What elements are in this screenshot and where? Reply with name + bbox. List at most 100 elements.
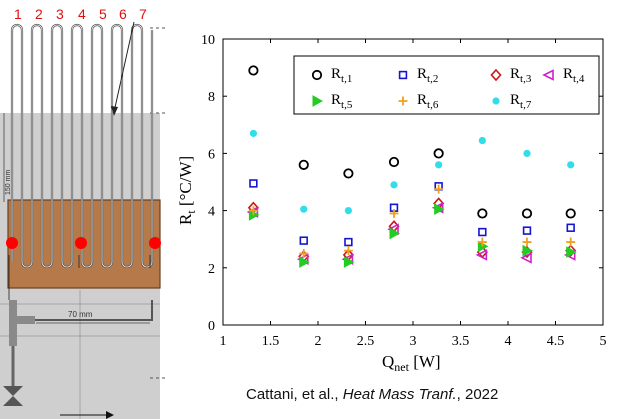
tube-number-labels: 1 2 3 4 5 6 7 (14, 6, 147, 22)
data-point-t-7 (390, 181, 398, 189)
x-tick-label: 3 (410, 334, 417, 349)
valve-icon-lower (3, 396, 23, 406)
tee-connector-branch (17, 316, 35, 324)
data-point-t-5 (522, 244, 534, 257)
data-point-t-6 (299, 249, 309, 258)
y-tick-label: 4 (208, 205, 215, 220)
legend-entries: Rt,1 Rt,2 Rt,3 Rt,4 Rt,5 Rt,6 Rt,7 (311, 66, 585, 111)
x-tick-label: 1.5 (262, 334, 280, 349)
heat-pipe-schematic: 150 mm 1 2 3 4 5 6 7 70 mm (0, 6, 165, 419)
legend-marker-t-2 (398, 70, 408, 80)
y-tick-label: 0 (208, 319, 215, 334)
x-tick-label: 5 (600, 334, 607, 349)
x-tick-label: 1 (220, 334, 227, 349)
figure-caption: Cattani, et al., Heat Mass Tranf., 2022 (246, 386, 498, 403)
data-point-t-7 (249, 129, 257, 137)
legend-marker-t-1 (311, 69, 323, 81)
y-axis-label-sub: t (184, 210, 198, 214)
data-point-t-5 (299, 256, 310, 268)
valve-icon (3, 386, 23, 396)
data-point-t-6 (389, 208, 399, 218)
data-points (246, 65, 577, 268)
tube-number-4: 4 (78, 6, 86, 22)
fill-tube (14, 300, 153, 321)
caption-authors: Cattani, et al., (246, 386, 339, 403)
data-point-t-6 (248, 206, 258, 216)
legend-label-t-7: Rt,7 (510, 92, 532, 111)
data-point-t-1 (477, 208, 488, 219)
legend-marker-t-5 (312, 95, 324, 107)
y-tick-label: 8 (208, 90, 215, 105)
x-axis-label-sub: net (394, 360, 409, 374)
data-point-t-5 (434, 203, 445, 216)
tube-number-3: 3 (56, 6, 64, 22)
legend-label-t-6: Rt,6 (417, 92, 439, 111)
x-tick-label: 3.5 (452, 334, 470, 349)
x-axis-ticks: 1 1.5 2 2.5 3 3.5 4 4.5 5 (220, 39, 607, 349)
data-point-t-7 (300, 205, 308, 213)
legend-marker-t-6 (398, 96, 408, 106)
pointer-arrow (113, 21, 135, 113)
legend-marker-t-4 (542, 69, 554, 81)
legend-marker-t-3 (490, 68, 502, 82)
data-point-t-6 (566, 237, 576, 247)
y-axis-label: Rt [°C/W] (176, 156, 198, 225)
data-point-t-6 (522, 237, 532, 247)
data-point-t-7 (523, 149, 531, 157)
serpentine-tube-inner (11, 24, 153, 268)
legend-label-t-1: Rt,1 (331, 66, 352, 85)
data-point-t-1 (521, 208, 533, 219)
data-point-t-5 (343, 256, 355, 268)
dimension-vertical-label: 150 mm (5, 170, 12, 195)
data-point-t-1 (343, 168, 354, 179)
tube-number-1: 1 (14, 6, 22, 22)
x-tick-label: 2.5 (357, 334, 375, 349)
pointer-arrowhead (111, 106, 118, 116)
y-axis-label-main: R (176, 213, 195, 225)
x-axis-label-unit: [W] (409, 352, 441, 371)
legend-label-t-4: Rt,4 (563, 66, 585, 85)
tube-number-5: 5 (99, 6, 107, 22)
caption-journal: Heat Mass Tranf. (342, 386, 457, 403)
data-point-t-5 (389, 227, 401, 240)
legend-label-t-3: Rt,3 (510, 66, 532, 85)
dimension-horizontal-label: 70 mm (68, 310, 93, 319)
data-point-t-6 (477, 237, 487, 247)
y-axis-label-unit: [°C/W] (176, 156, 195, 210)
legend-box (293, 55, 600, 115)
legend-label-t-5: Rt,5 (331, 92, 353, 111)
scatter-chart: 1 1.5 2 2.5 3 3.5 4 4.5 5 0 2 4 6 8 10 Qnet [W] Rt [°… (176, 33, 607, 374)
y-tick-label: 2 (208, 262, 215, 277)
x-axis-label-main: Q (382, 352, 394, 371)
tube-number-6: 6 (119, 6, 127, 22)
x-tick-label: 4 (505, 334, 512, 349)
data-point-t-5 (566, 246, 577, 258)
tube-number-2: 2 (35, 6, 43, 22)
data-point-t-2 (478, 227, 487, 237)
data-point-t-6 (343, 246, 353, 256)
y-tick-label: 10 (201, 33, 215, 48)
data-point-t-2 (299, 236, 308, 245)
legend-marker-t-7 (492, 97, 500, 105)
thermocouple-marker-right (149, 237, 161, 249)
data-point-t-1 (388, 156, 400, 168)
tee-connector (9, 300, 17, 346)
data-point-t-1 (433, 148, 444, 159)
thermocouple-marker-left (6, 237, 18, 249)
thermocouple-marker-center (75, 237, 87, 249)
data-point-t-7 (478, 136, 486, 145)
legend: Rt,1 Rt,2 Rt,3 Rt,4 Rt,5 Rt,6 Rt,7 (293, 55, 600, 115)
data-point-t-1 (248, 65, 259, 76)
outflow-arrowhead (106, 411, 114, 419)
x-tick-label: 4.5 (547, 334, 565, 349)
data-point-t-4 (520, 251, 532, 264)
data-point-t-7 (435, 161, 443, 169)
y-tick-label: 6 (208, 147, 215, 162)
data-point-t-2 (249, 179, 258, 188)
tube-number-7: 7 (139, 6, 147, 22)
data-point-t-1 (565, 208, 576, 219)
x-axis-label: Qnet [W] (382, 352, 441, 374)
y-axis-ticks: 0 2 4 6 8 10 (201, 33, 603, 334)
data-point-t-2 (566, 223, 575, 232)
x-tick-label: 2 (315, 334, 322, 349)
